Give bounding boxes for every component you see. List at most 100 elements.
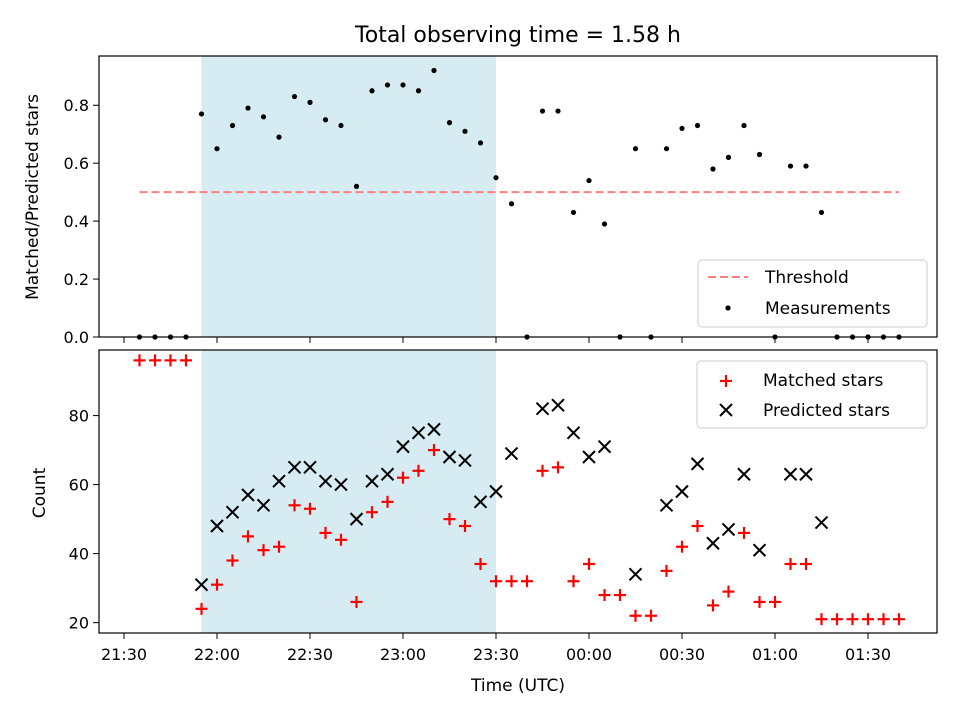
matched-point — [319, 526, 332, 539]
matched-point — [552, 461, 564, 474]
top-legend-box — [697, 259, 928, 328]
predicted-point-stroke — [194, 577, 209, 592]
top-panel: 0.00.20.40.60.8 Matched/Predicted stars … — [23, 55, 938, 347]
measurement-point — [260, 114, 267, 120]
matched-point — [707, 599, 719, 612]
measurement-point — [508, 201, 515, 207]
predicted-point — [241, 488, 255, 502]
predicted-point-stroke — [659, 498, 674, 513]
matched-point — [505, 575, 518, 588]
matched-point — [815, 613, 828, 626]
legend-matched-swatch — [720, 375, 732, 387]
matched-point — [273, 540, 285, 553]
predicted-point — [272, 474, 286, 488]
predicted-point — [427, 422, 441, 437]
measurement-point — [601, 221, 608, 227]
predicted-point-stroke — [582, 450, 596, 464]
matched-point — [722, 585, 735, 598]
bottom-y-tick-label: 40 — [69, 545, 89, 564]
predicted-point — [752, 543, 767, 557]
x-tick-label: 22:00 — [194, 645, 240, 664]
matched-point — [226, 554, 239, 567]
measurement-point — [539, 108, 546, 114]
matched-point — [583, 557, 595, 570]
predicted-point — [566, 426, 581, 440]
matched-point — [133, 354, 146, 367]
measurement-point — [338, 122, 344, 129]
matched-point — [490, 575, 502, 588]
measurement-point — [710, 166, 716, 172]
predicted-point-stroke — [458, 453, 472, 468]
measurement-point — [307, 99, 313, 105]
legend-predicted-label: Predicted stars — [763, 401, 890, 421]
matched-point — [412, 464, 425, 477]
measurement-point — [663, 146, 670, 152]
measurement-point — [446, 120, 453, 126]
chart-title: Total observing time = 1.58 h — [354, 23, 681, 48]
measurement-point — [477, 140, 484, 146]
measurement-point — [632, 146, 639, 152]
predicted-point-stroke — [535, 401, 550, 416]
predicted-point-stroke — [225, 505, 240, 519]
predicted-point — [256, 498, 271, 513]
predicted-point — [334, 477, 348, 492]
predicted-point — [442, 450, 457, 464]
bottom-legend-box — [696, 360, 928, 429]
matched-point — [164, 354, 177, 367]
matched-point — [784, 557, 797, 570]
top-grid-ticks: 0.0 0.2 0.4 0.6 0.8 — [64, 96, 869, 347]
predicted-point — [194, 577, 209, 592]
predicted-point-stroke — [349, 512, 364, 526]
predicted-point — [814, 515, 829, 530]
predicted-point — [628, 567, 643, 582]
bottom-y-tick-label: 60 — [69, 476, 89, 495]
matched-point — [691, 520, 704, 533]
x-axis-label: Time (UTC) — [470, 676, 565, 696]
predicted-point-stroke — [380, 467, 395, 481]
predicted-point-stroke — [473, 495, 488, 509]
top-y-tick-label: 0.4 — [64, 212, 89, 231]
matched-point — [195, 602, 208, 615]
predicted-point-stroke — [427, 422, 441, 437]
predicted-point-stroke — [442, 450, 457, 464]
matched-point — [877, 613, 890, 626]
predicted-point-stroke — [628, 567, 643, 582]
top-y-tick-label: 0.8 — [64, 96, 89, 115]
matched-point — [428, 444, 440, 457]
predicted-point — [473, 495, 488, 509]
predicted-point-stroke — [690, 457, 705, 471]
top-shaded-region — [201, 56, 496, 337]
predicted-point — [411, 426, 426, 440]
legend-measurements-swatch — [725, 305, 731, 311]
x-tick-label: 01:30 — [845, 645, 891, 664]
bottom-panel: 21:30 22:00 22:30 23:00 23:30 00:00 00:30 01:00… — [30, 349, 938, 696]
matched-point — [769, 595, 781, 608]
predicted-point — [396, 439, 410, 454]
predicted-point-stroke — [489, 484, 503, 499]
predicted-point-stroke — [721, 522, 736, 537]
matched-stars-series — [133, 354, 905, 626]
matched-point — [381, 495, 394, 508]
top-y-tick-label: 0.2 — [64, 270, 89, 289]
legend-threshold-label: Threshold — [764, 268, 849, 288]
matched-point — [335, 533, 347, 546]
top-axes-frame — [98, 55, 938, 338]
bottom-legend: Matched stars Predicted stars — [696, 360, 928, 429]
predicted-point — [535, 401, 550, 416]
measurement-point — [570, 209, 577, 216]
top-y-tick-label: 0.6 — [64, 154, 89, 173]
predicted-point-stroke — [334, 477, 348, 492]
x-tick-label: 22:30 — [287, 645, 333, 664]
matched-point — [304, 502, 316, 515]
predicted-point — [659, 498, 674, 513]
matched-point — [660, 564, 673, 577]
matched-point — [288, 499, 301, 512]
matched-point — [474, 557, 487, 570]
predicted-point-stroke — [706, 536, 720, 550]
bottom-grid-ticks: 21:30 22:00 22:30 23:00 23:30 00:00 00:30 01:00… — [69, 407, 891, 664]
matched-point — [350, 595, 363, 608]
measurement-point — [493, 175, 499, 181]
matched-point — [149, 354, 161, 367]
predicted-point — [318, 474, 333, 488]
